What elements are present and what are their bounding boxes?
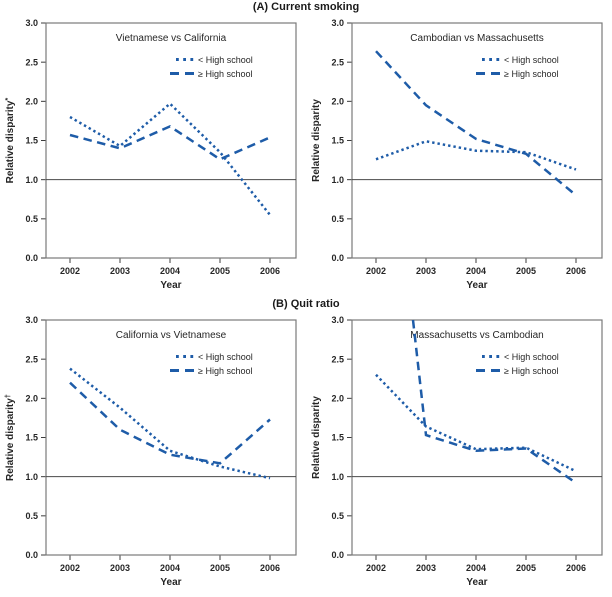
series-line-lt-high-school <box>69 367 271 480</box>
section-a-title: (A) Current smoking <box>252 1 360 13</box>
chart-panel-cambodian-vs-massachusetts: Relative disparity 3.0 2.5 2.0 1.5 1.0 0.5 0.0 2… <box>311 18 603 291</box>
series-line-ge-high-school <box>69 124 271 161</box>
x-axis-label: Year <box>466 577 487 588</box>
legend-label-ge-high-school: ≥ High school <box>198 366 252 376</box>
x-tick-label: 2006 <box>566 563 586 573</box>
x-tick-label: 2005 <box>210 563 230 573</box>
panel-title: Massachusetts vs Cambodian <box>410 330 543 341</box>
series-line-lt-high-school <box>375 373 577 473</box>
y-tick-label: 1.5 <box>331 433 344 443</box>
y-tick-label: 0.5 <box>25 511 38 521</box>
y-tick-label: 0.5 <box>331 214 344 224</box>
chart-panel-california-vs-vietnamese: Relative disparity† 3.0 2.5 2.0 1.5 1.0 0.5 0.0… <box>3 315 297 588</box>
x-tick-label: 2004 <box>466 563 486 573</box>
y-axis-label: Relative disparity† <box>3 394 16 481</box>
legend-label-lt-high-school: < High school <box>504 55 559 65</box>
x-tick-label: 2002 <box>366 266 386 276</box>
plot-border <box>351 319 603 556</box>
legend-label-lt-high-school: < High school <box>198 352 253 362</box>
y-tick-label: 3.0 <box>25 18 38 28</box>
series-line-lt-high-school <box>375 140 577 171</box>
y-tick-label: 1.0 <box>331 175 344 185</box>
x-tick-label: 2006 <box>260 563 280 573</box>
panel-title: California vs Vietnamese <box>116 330 227 341</box>
y-tick-label: 0.0 <box>25 253 38 263</box>
x-axis-label: Year <box>466 280 487 291</box>
legend-label-ge-high-school: ≥ High school <box>198 69 252 79</box>
chart-panel-vietnamese-vs-california: Relative disparity* 3.0 2.5 2.0 1.5 1.0 0.5 0.0… <box>3 18 297 291</box>
y-tick-label: 2.0 <box>25 394 38 404</box>
x-tick-label: 2003 <box>110 563 130 573</box>
section-b-title: (B) Quit ratio <box>272 298 340 310</box>
series-line-ge-high-school <box>375 50 577 197</box>
y-axis-label: Relative disparity <box>311 396 322 479</box>
y-tick-label: 2.5 <box>331 354 344 364</box>
plot-border <box>45 22 297 259</box>
y-tick-label: 0.0 <box>25 550 38 560</box>
series-line-lt-high-school <box>69 102 271 216</box>
x-tick-label: 2002 <box>60 266 80 276</box>
y-tick-label: 1.5 <box>25 136 38 146</box>
x-tick-label: 2003 <box>416 266 436 276</box>
x-tick-label: 2006 <box>260 266 280 276</box>
x-tick-label: 2003 <box>110 266 130 276</box>
panel-title: Vietnamese vs California <box>116 33 227 44</box>
x-axis-label: Year <box>160 577 181 588</box>
y-tick-label: 3.0 <box>331 18 344 28</box>
chart-panel-massachusetts-vs-cambodian: Relative disparity 3.0 2.5 2.0 1.5 1.0 0.5 0.0 2… <box>311 315 603 588</box>
y-tick-label: 3.0 <box>25 315 38 325</box>
y-axis-label: Relative disparity* <box>3 98 16 184</box>
y-tick-label: 0.5 <box>25 214 38 224</box>
panel-title: Cambodian vs Massachusetts <box>410 33 543 44</box>
plot-border <box>351 22 603 259</box>
y-tick-label: 0.5 <box>331 511 344 521</box>
x-tick-label: 2005 <box>516 266 536 276</box>
legend-label-lt-high-school: < High school <box>504 352 559 362</box>
x-tick-label: 2006 <box>566 266 586 276</box>
series-line-ge-high-school <box>69 381 271 465</box>
plot-border <box>45 319 297 556</box>
x-tick-label: 2005 <box>516 563 536 573</box>
y-tick-label: 2.5 <box>25 57 38 67</box>
legend-label-lt-high-school: < High school <box>198 55 253 65</box>
y-tick-label: 2.0 <box>331 394 344 404</box>
x-tick-label: 2005 <box>210 266 230 276</box>
y-tick-label: 1.0 <box>25 175 38 185</box>
x-axis-label: Year <box>160 280 181 291</box>
y-tick-label: 1.5 <box>331 136 344 146</box>
y-axis-label: Relative disparity <box>311 99 322 182</box>
legend-label-ge-high-school: ≥ High school <box>504 366 558 376</box>
y-tick-label: 2.0 <box>331 97 344 107</box>
y-tick-label: 0.0 <box>331 550 344 560</box>
y-tick-label: 2.5 <box>331 57 344 67</box>
y-tick-label: 0.0 <box>331 253 344 263</box>
x-tick-label: 2002 <box>366 563 386 573</box>
x-tick-label: 2004 <box>466 266 486 276</box>
series-line-ge-high-school <box>411 319 577 484</box>
y-tick-label: 1.0 <box>25 472 38 482</box>
y-tick-label: 1.0 <box>331 472 344 482</box>
y-tick-label: 2.0 <box>25 97 38 107</box>
y-tick-label: 1.5 <box>25 433 38 443</box>
x-tick-label: 2004 <box>160 563 180 573</box>
x-tick-label: 2002 <box>60 563 80 573</box>
legend-label-ge-high-school: ≥ High school <box>504 69 558 79</box>
y-tick-label: 3.0 <box>331 315 344 325</box>
x-tick-label: 2003 <box>416 563 436 573</box>
x-tick-label: 2004 <box>160 266 180 276</box>
y-tick-label: 2.5 <box>25 354 38 364</box>
